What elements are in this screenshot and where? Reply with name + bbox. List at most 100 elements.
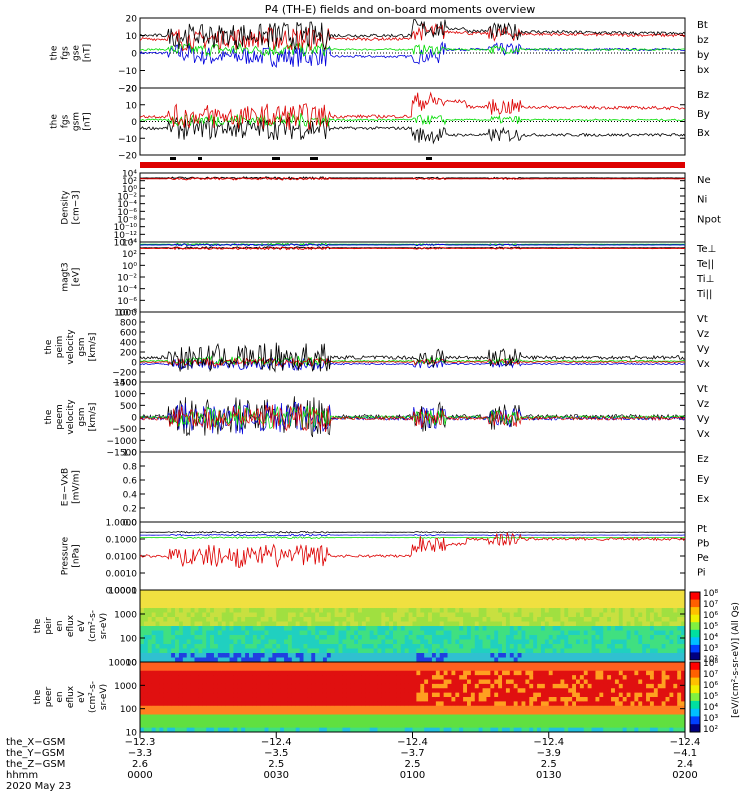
spectrogram-cell (474, 635, 480, 640)
spectrogram-cell (291, 701, 297, 707)
spectrogram-cell (603, 688, 608, 694)
spectrogram-cell (634, 662, 639, 667)
spectrogram-cell (260, 590, 265, 595)
spectrogram-cell (311, 657, 316, 663)
spectrogram-cell (233, 644, 238, 649)
spectrogram-cell (143, 648, 149, 654)
spectrogram-cell (284, 727, 289, 733)
spectrogram-cell (326, 679, 332, 685)
spectrogram-cell (299, 648, 304, 654)
spectrogram-cell (159, 670, 164, 676)
spectrogram-cell (681, 608, 686, 613)
spectrogram-cell (143, 644, 149, 649)
ylabel-line: (cm²-s- (88, 681, 98, 713)
spectrogram-cell (657, 662, 663, 667)
spectrogram-cell (358, 718, 363, 724)
spectrogram-cell (548, 718, 554, 724)
spectrogram-cell (311, 653, 316, 658)
spectrogram-cell (171, 727, 176, 733)
tick-label: 20 (126, 15, 138, 25)
spectrogram-cell (618, 599, 624, 604)
spectrogram-cell (451, 670, 456, 676)
spectrogram-cell (618, 644, 624, 649)
spectrogram-cell (564, 666, 569, 672)
spectrogram-cell (256, 714, 262, 720)
spectrogram-cell (163, 612, 168, 618)
spectrogram-cell (272, 630, 277, 636)
spectrogram-cell (428, 657, 433, 663)
spectrogram-cell (319, 697, 324, 702)
spectrogram-cell (319, 692, 324, 698)
spectrogram-cell (287, 648, 293, 654)
spectrogram-cell (287, 701, 293, 707)
spectrogram-cell (171, 697, 176, 702)
spectrogram-cell (361, 723, 367, 729)
spectrogram-cell (646, 603, 651, 609)
spectrogram-cell (163, 714, 168, 720)
spectrogram-cell (241, 635, 246, 640)
spectrogram-cell (443, 662, 448, 667)
spectrogram-cell (537, 590, 542, 595)
spectrogram-cell (381, 644, 386, 649)
spectrogram-cell (626, 688, 631, 694)
spectrogram-cell (431, 599, 437, 604)
spectrogram-cell (175, 697, 180, 702)
spectrogram-cell (303, 723, 308, 729)
spectrogram-cell (564, 679, 569, 685)
spectrogram-cell (513, 675, 518, 680)
spectrogram-cell (657, 723, 663, 729)
spectrogram-cell (665, 697, 670, 702)
spectrogram-cell (225, 666, 230, 672)
spectrogram-cell (412, 697, 417, 702)
spectrogram-cell (396, 670, 402, 676)
spectrogram-cell (385, 612, 390, 618)
spectrogram-cell (385, 705, 390, 711)
spectrogram-cell (525, 635, 530, 640)
series-by (139, 42, 686, 58)
spectrogram-cell (241, 710, 246, 715)
spectrogram-cell (369, 662, 374, 667)
spectrogram-cell (498, 697, 503, 702)
spectrogram-cell (163, 630, 168, 636)
spectrogram-cell (626, 621, 631, 627)
spectrogram-cell (611, 723, 616, 729)
spectrogram-cell (143, 639, 149, 645)
spectrogram-cell (416, 679, 421, 685)
spectrogram-cell (455, 714, 460, 720)
spectrogram-cell (611, 714, 616, 720)
spectrogram-cell (614, 683, 620, 689)
spectrogram-cell (182, 679, 188, 685)
spectrogram-cell (583, 670, 589, 676)
spectrogram-cell (206, 612, 211, 618)
spectrogram-cell (447, 648, 452, 654)
spectrogram-cell (486, 718, 491, 724)
spectrogram-cell (272, 608, 277, 613)
spectrogram-cell (396, 612, 402, 618)
spectrogram-cell (299, 710, 304, 715)
spectrogram-cell (416, 644, 421, 649)
series-by (139, 113, 686, 128)
spectrogram-cell (381, 617, 386, 622)
spectrogram-cell (303, 701, 308, 707)
spectrogram-cell (603, 653, 608, 658)
spectrogram-cell (646, 621, 651, 627)
tick-label: 10000 (108, 659, 137, 669)
spectrogram-cell (171, 675, 176, 680)
spectrogram-cell (669, 697, 674, 702)
spectrogram-cell (249, 692, 254, 698)
spectrogram-cell (681, 701, 686, 707)
spectrogram-cell (529, 710, 534, 715)
spectrogram-cell (474, 683, 480, 689)
spectrogram-cell (291, 705, 297, 711)
spectrogram-cell (377, 653, 382, 658)
spectrogram-cell (315, 612, 320, 618)
spectrogram-cell (533, 670, 538, 676)
spectrogram-cell (669, 683, 674, 689)
tick-label: 0.1000 (106, 536, 138, 546)
spectrogram-cell (186, 710, 191, 715)
spectrogram-cell (206, 626, 211, 631)
spectrogram-cell (342, 670, 347, 676)
spectrogram-cell (381, 710, 386, 715)
spectrogram-cell (330, 639, 336, 645)
spectrogram-cell (626, 675, 631, 680)
